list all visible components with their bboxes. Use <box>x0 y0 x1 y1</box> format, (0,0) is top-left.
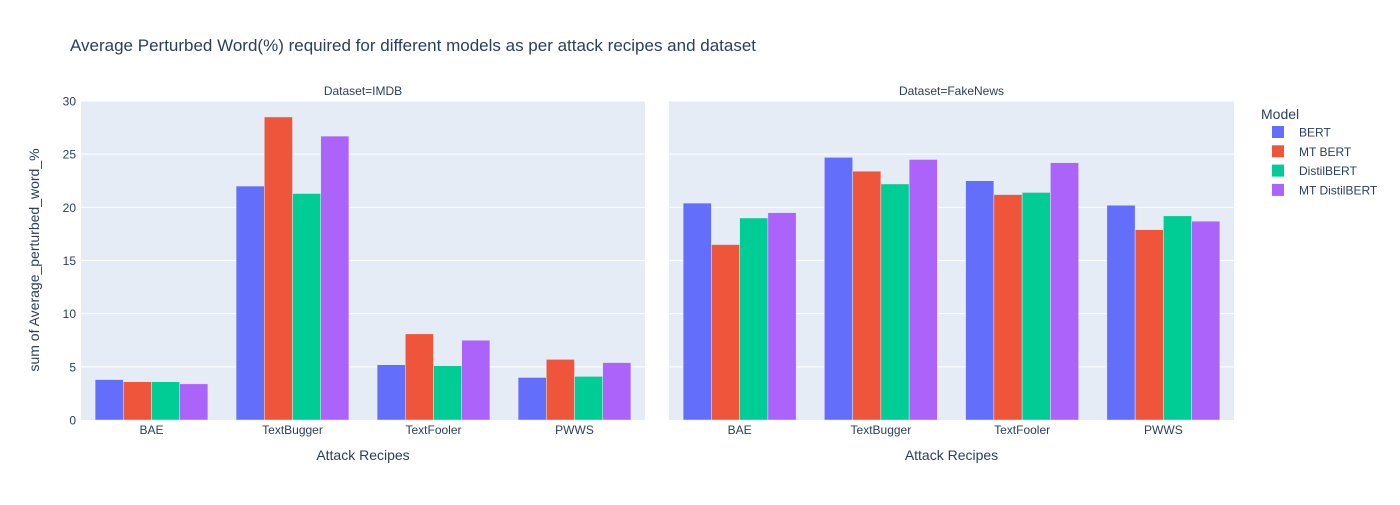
panel-1: 0 5 10 15 20 25 30 BAE TextBugger TextFooler PWWS D… <box>63 84 645 463</box>
bar-bert <box>1106 204 1136 421</box>
bar-mt-bert <box>405 333 434 421</box>
chart-title: Average Perturbed Word(%) required for d… <box>70 36 756 55</box>
bar-bert <box>517 377 547 421</box>
bar-mt-bert <box>123 381 152 421</box>
panel-title: Dataset=FakeNews <box>899 84 1004 98</box>
legend-item: DistilBERT <box>1272 164 1357 178</box>
y-tick-label: 15 <box>63 254 77 268</box>
bar-distilbert <box>739 217 769 421</box>
bar-mt-bert <box>546 359 575 421</box>
bar-mt-distilbert <box>1050 162 1079 421</box>
y-tick-label: 5 <box>69 360 76 374</box>
bar-bert <box>376 364 406 421</box>
bar-distilbert <box>151 381 180 421</box>
bar-bert <box>965 180 995 421</box>
x-tick-label: TextBugger <box>262 423 323 437</box>
bar-mt-bert <box>711 244 740 421</box>
y-tick-label: 0 <box>69 414 76 428</box>
legend-label: MT DistilBERT <box>1299 183 1378 197</box>
y-tick-label: 30 <box>63 95 77 109</box>
legend-label: MT BERT <box>1299 145 1352 159</box>
bar-distilbert <box>292 193 321 421</box>
bar-distilbert <box>880 183 910 421</box>
bar-distilbert <box>1163 215 1192 421</box>
bar-distilbert <box>1021 192 1051 421</box>
bar-mt-distilbert <box>461 340 491 421</box>
panels-layer: 0 5 10 15 20 25 30 BAE TextBugger TextFooler PWWS D… <box>63 84 1234 463</box>
bar-bert <box>824 157 853 421</box>
bar-distilbert <box>433 365 462 421</box>
bar-mt-bert <box>852 170 882 421</box>
y-tick-label: 20 <box>63 201 77 215</box>
y-tick-label: 25 <box>63 148 77 162</box>
bar-bert <box>235 185 265 421</box>
legend-swatch <box>1272 145 1284 158</box>
bar-distilbert <box>574 376 603 421</box>
y-tick-label: 10 <box>63 307 77 321</box>
bar-mt-distilbert <box>908 159 938 421</box>
bar-bert <box>682 202 712 421</box>
legend-item: MT BERT <box>1272 145 1352 159</box>
panel-title: Dataset=IMDB <box>324 84 402 98</box>
bar-mt-distilbert <box>767 212 797 421</box>
y-axis-label: sum of Average_perturbed_word_% <box>26 148 42 371</box>
bar-mt-distilbert <box>320 135 350 421</box>
x-tick-label: PWWS <box>1144 423 1183 437</box>
bar-bert <box>94 379 124 421</box>
legend-label: DistilBERT <box>1299 164 1357 178</box>
legend-label: BERT <box>1299 126 1331 140</box>
bar-mt-distilbert <box>602 362 632 421</box>
bar-mt-distilbert <box>179 383 209 421</box>
legend-swatch <box>1272 164 1284 177</box>
legend: Model BERT MT BERT DistilBERT MT DistilBERT <box>1261 106 1378 197</box>
x-tick-label: PWWS <box>555 423 594 437</box>
legend-item: BERT <box>1272 126 1331 140</box>
legend-swatch <box>1272 183 1284 196</box>
x-tick-label: TextFooler <box>994 423 1050 437</box>
legend-title: Model <box>1261 106 1299 122</box>
bar-mt-bert <box>1134 229 1164 421</box>
bar-mt-bert <box>264 116 293 421</box>
x-tick-label: TextBugger <box>851 423 912 437</box>
panel-2: BAE TextBugger TextFooler PWWS Dataset=FakeN… <box>669 84 1234 463</box>
bar-mt-bert <box>993 194 1023 421</box>
x-tick-label: BAE <box>139 423 163 437</box>
legend-item: MT DistilBERT <box>1272 183 1378 197</box>
legend-swatch <box>1272 126 1284 138</box>
x-tick-label: BAE <box>728 423 752 437</box>
x-axis-label: Attack Recipes <box>905 447 998 463</box>
bar-mt-distilbert <box>1191 220 1221 421</box>
x-axis-label: Attack Recipes <box>316 447 409 463</box>
x-tick-label: TextFooler <box>405 423 461 437</box>
